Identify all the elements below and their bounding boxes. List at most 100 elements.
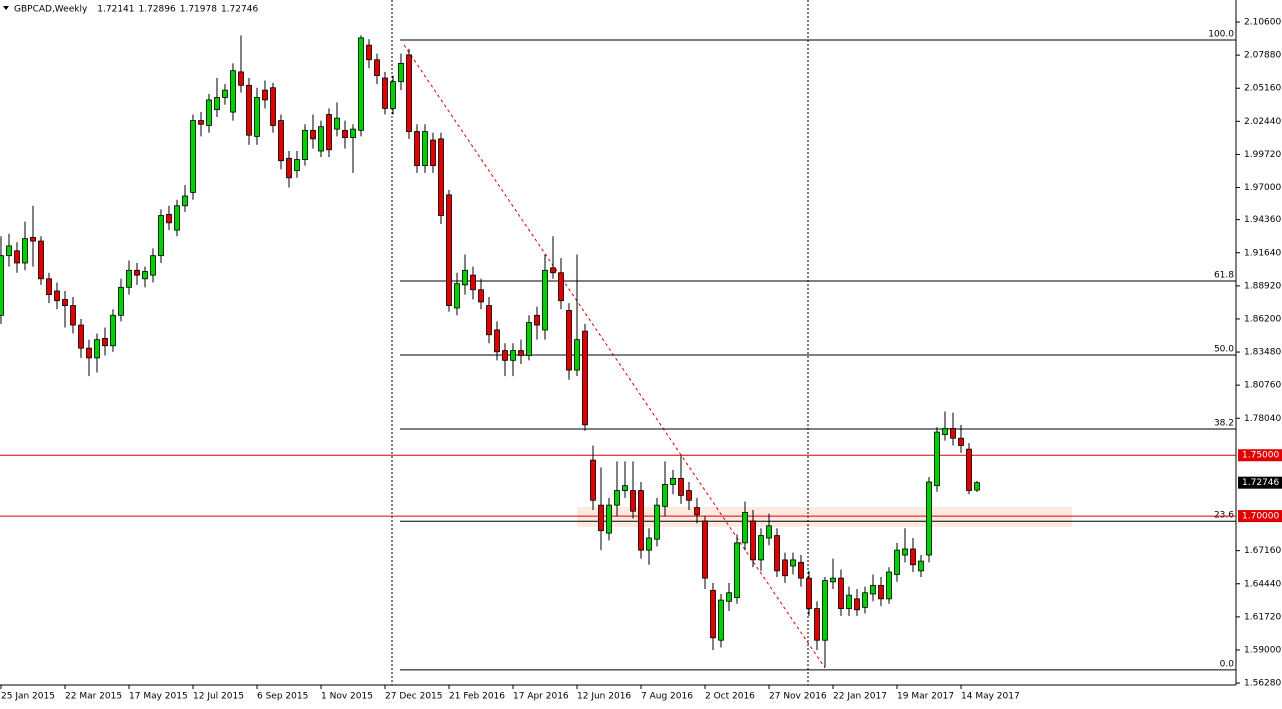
candle-body — [886, 571, 892, 600]
candle-body — [310, 129, 316, 140]
candle-body — [590, 459, 596, 501]
candle-body — [358, 37, 364, 131]
price-label: 1.75000 — [1242, 451, 1279, 461]
candle-body — [0, 255, 4, 316]
x-tick-label: 6 Sep 2015 — [257, 692, 308, 702]
candle-body — [598, 504, 604, 532]
candle-body — [606, 504, 612, 534]
candle-body — [550, 267, 556, 274]
candle-body — [14, 250, 20, 264]
candle-body — [78, 324, 84, 349]
candle-body — [182, 195, 188, 207]
candle-body — [222, 89, 228, 98]
candle-body — [774, 535, 780, 572]
candle-body — [230, 70, 236, 113]
header-value: 1.71978 — [180, 5, 217, 15]
y-tick-label: 1.86200 — [1244, 314, 1281, 324]
fib-level-label: 100.0 — [1208, 30, 1234, 40]
candle-body — [750, 520, 756, 561]
x-tick-label: 2 Oct 2016 — [705, 692, 755, 702]
candle-body — [350, 128, 356, 139]
candle-body — [38, 240, 44, 280]
candle-body — [974, 482, 980, 491]
header-value: 1.72746 — [221, 5, 258, 15]
x-tick-label: 12 Jun 2016 — [577, 692, 631, 702]
candle-body — [238, 71, 244, 86]
candle-body — [582, 330, 588, 426]
y-tick-label: 1.97000 — [1244, 183, 1281, 193]
candle-body — [454, 283, 460, 309]
candle-body — [510, 350, 516, 361]
candle-body — [134, 269, 140, 276]
candle-body — [126, 269, 132, 288]
candle-body — [54, 290, 60, 302]
chart-title: GBPCAD,Weekly — [14, 5, 88, 15]
candle-body — [518, 350, 524, 356]
candle-body — [718, 599, 724, 641]
candle-body — [558, 272, 564, 302]
candle-body — [646, 537, 652, 551]
candle-body — [70, 305, 76, 326]
candle-body — [942, 428, 948, 435]
candle-body — [782, 559, 788, 577]
candle-body — [846, 594, 852, 609]
candle-body — [910, 548, 916, 566]
candle-body — [766, 525, 772, 539]
x-tick-label: 19 Mar 2017 — [897, 692, 954, 702]
candle-body — [6, 245, 12, 257]
y-tick-label: 1.80760 — [1244, 381, 1281, 391]
candle-body — [446, 194, 452, 306]
y-tick-label: 1.64440 — [1244, 579, 1281, 589]
candle-body — [22, 238, 28, 264]
candle-body — [414, 131, 420, 167]
last-price-box — [1238, 476, 1282, 489]
candle-body — [262, 89, 268, 101]
candle-body — [862, 592, 868, 608]
y-tick-label: 1.78040 — [1244, 414, 1281, 424]
y-tick-label: 1.91640 — [1244, 248, 1281, 258]
candle-body — [326, 114, 332, 151]
candle-body — [142, 271, 148, 280]
candle-body — [614, 490, 620, 506]
candle-body — [374, 59, 380, 76]
menu-arrow[interactable] — [3, 6, 9, 10]
candle-body — [702, 520, 708, 579]
candle-body — [158, 215, 164, 257]
candle-body — [302, 129, 308, 160]
candle-body — [294, 159, 300, 171]
candle-body — [422, 131, 428, 167]
y-tick-label: 1.61720 — [1244, 612, 1281, 622]
candle-body — [254, 97, 260, 137]
fib-level-label: 50.0 — [1214, 344, 1234, 354]
candle-body — [534, 314, 540, 326]
candle-body — [878, 585, 884, 600]
candle-body — [206, 99, 212, 126]
candle-body — [214, 97, 220, 111]
candle-body — [926, 481, 932, 556]
candle-body — [670, 477, 676, 485]
y-tick-label: 1.99720 — [1244, 150, 1281, 160]
candle-body — [950, 428, 956, 439]
candle-body — [86, 347, 92, 359]
candle-body — [742, 512, 748, 544]
overlays — [391, 0, 1072, 685]
candle-body — [62, 299, 68, 306]
candle-body — [902, 548, 908, 556]
y-tick-label: 2.07880 — [1244, 51, 1281, 61]
candle-body — [806, 577, 812, 609]
y-tick-label: 1.59000 — [1244, 645, 1281, 655]
candle-body — [342, 129, 348, 139]
candle-body — [630, 490, 636, 512]
candle-body — [566, 310, 572, 371]
candle-body — [934, 431, 940, 487]
x-tick-label: 27 Nov 2016 — [769, 692, 827, 702]
candle-body — [174, 205, 180, 231]
candle-body — [526, 322, 532, 356]
y-tick-label: 2.02440 — [1244, 117, 1281, 127]
candle-body — [286, 157, 292, 179]
candle-body — [870, 585, 876, 595]
x-tick-label: 17 Apr 2016 — [513, 692, 569, 702]
y-tick-label: 1.88920 — [1244, 281, 1281, 291]
candle-body — [382, 77, 388, 109]
candle-body — [430, 139, 436, 167]
